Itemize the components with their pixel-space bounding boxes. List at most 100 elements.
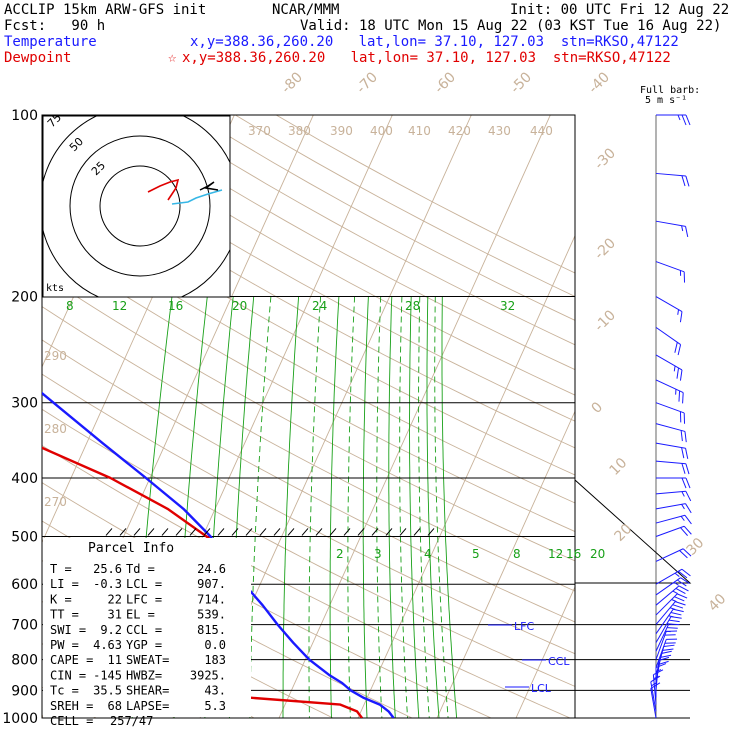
el-hatch-mark	[357, 528, 365, 536]
wind-barb-feather	[685, 448, 689, 459]
mixing-ratio-line	[376, 296, 383, 718]
dry-adiabat-line	[42, 373, 575, 655]
wind-barb	[650, 675, 661, 712]
wind-barb-feather	[658, 656, 670, 662]
parcel-field-value: 22	[108, 592, 122, 606]
mixing-ratio-line	[329, 296, 340, 718]
forecast-hour: Fcst: 90 h	[4, 18, 106, 34]
dry-adiabat-line	[194, 115, 575, 321]
wind-barb-staff	[655, 577, 681, 596]
parcel-field-label: PW =	[50, 638, 79, 652]
wind-barb-staff	[655, 423, 686, 432]
wind-barb-feather	[678, 390, 681, 402]
wind-barb	[655, 548, 692, 562]
center-label: NCAR/MMM	[272, 2, 340, 18]
parcel-field-value: 25.6	[93, 562, 122, 576]
valid-time: Valid: 18 UTC Mon 15 Aug 22 (03 KST Tue …	[300, 18, 722, 34]
parcel-field-value: 0.0	[204, 638, 226, 652]
theta-tick-label: 410	[408, 124, 431, 138]
wind-barb-feather	[658, 660, 669, 665]
wind-barb	[655, 379, 684, 404]
el-hatch-mark	[217, 528, 225, 536]
wind-barb	[655, 577, 690, 596]
model-title: ACCLIP 15km ARW-GFS init	[4, 2, 207, 18]
wind-barb	[655, 593, 688, 616]
mixing-ratio-line	[399, 296, 409, 718]
theta-tick-label: 280	[44, 422, 67, 436]
parcel-field-label: Td =	[126, 562, 155, 576]
wind-barb-feather	[681, 175, 686, 187]
wind-barb-feather	[682, 548, 692, 557]
parcel-field-value: 24.6	[197, 562, 226, 576]
wind-barb-feather	[675, 601, 686, 606]
wind-barb-feather	[685, 114, 691, 126]
wind-barb	[655, 490, 692, 502]
parcel-field-value: 4.63	[93, 638, 122, 652]
mixing-ratio-line	[441, 296, 458, 718]
isotherm-tick-label: -30	[592, 145, 619, 172]
wind-barb-halffeather	[672, 590, 678, 595]
wind-barb-feather	[678, 570, 688, 579]
parcel-field-label: Tc =	[50, 684, 79, 698]
pressure-tick-label: 700	[11, 618, 38, 634]
wind-barb-halffeather	[673, 365, 676, 372]
isotherm-tick-label: 40	[706, 591, 730, 615]
wind-barb-halffeather	[677, 114, 681, 121]
wind-barb-staff	[655, 548, 684, 562]
parcel-field-label: YGP =	[126, 638, 162, 652]
dewpoint-legend: Dewpoint	[4, 50, 72, 66]
pressure-tick-label: 1000	[2, 711, 38, 727]
wind-barb-halffeather	[673, 581, 679, 586]
wind-barb-feather	[677, 593, 688, 599]
parcel-info-panel	[43, 538, 251, 717]
mixing-ratio-label: 4	[424, 547, 432, 561]
parcel-field-value: 183	[204, 653, 226, 667]
wind-barb-staff	[655, 503, 686, 510]
wind-barb-halffeather	[677, 309, 680, 315]
pressure-tick-label: 900	[11, 683, 38, 699]
el-hatch-mark	[371, 528, 379, 536]
el-hatch-mark	[329, 528, 337, 536]
wind-barb	[655, 585, 689, 606]
parcel-field-label: LCL =	[126, 577, 162, 591]
wind-barb-staff	[655, 172, 686, 177]
el-hatch-mark	[385, 528, 393, 536]
dry-adiabat-line	[42, 180, 575, 476]
wind-barb-staff	[655, 525, 685, 537]
wind-barb-feather	[685, 226, 689, 238]
parcel-field-value: 539.	[197, 608, 226, 622]
wind-barb-feather	[681, 477, 687, 489]
parcel-field-label: LI =	[50, 577, 79, 591]
wind-barb-staff	[655, 442, 686, 449]
hodograph-unit: kts	[46, 283, 65, 294]
isotherm-tick-label: -10	[592, 307, 619, 334]
mixing-ratio-label: 8	[513, 547, 521, 561]
parcel-field-label: EL =	[126, 608, 155, 622]
wind-barb-feather	[650, 682, 661, 689]
wind-barb-feather	[681, 447, 685, 459]
dry-adiabat-line	[112, 115, 575, 371]
theta-tick-label: 400	[370, 124, 393, 138]
el-hatch-mark	[287, 528, 295, 536]
el-hatch-mark	[245, 528, 253, 536]
pressure-tick-label: 300	[11, 396, 38, 412]
wind-barb-feather	[660, 654, 672, 658]
wind-barb-feather	[674, 342, 678, 353]
mixing-ratio-line	[434, 296, 449, 718]
isotherm-tick-label: 0	[589, 399, 607, 417]
parcel-field-value: 43.	[204, 684, 226, 698]
mixing-ratio-label: 8	[66, 299, 74, 313]
wind-barb	[655, 503, 692, 514]
wind-barb-feather	[661, 650, 672, 654]
wind-barb-staff	[655, 402, 685, 414]
mixing-ratio-label: 5	[472, 547, 480, 561]
wind-barb-feather	[681, 114, 687, 126]
theta-tick-label: 390	[330, 124, 353, 138]
temperature-location: x,y=388.36,260.20 lat,lon= 37.10, 127.03…	[190, 34, 679, 50]
mixing-ratio-label: 20	[590, 547, 605, 561]
parcel-field-value: 5.3	[204, 699, 226, 713]
level-marker-label: CCL	[548, 655, 570, 668]
theta-tick-label: 430	[488, 124, 511, 138]
wind-barb-feather	[685, 491, 692, 502]
